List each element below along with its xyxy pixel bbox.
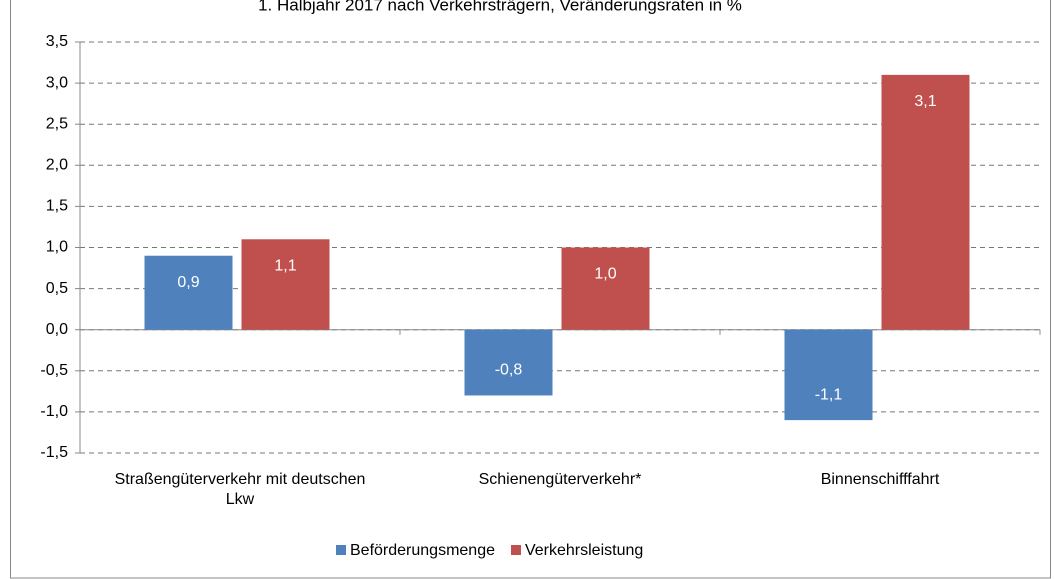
y-tick-label: -1,0 [40,403,68,420]
legend-label: Beförderungsmenge [350,542,495,559]
bar [241,239,330,330]
data-label: 0,9 [177,274,199,291]
bar [464,329,553,396]
bar [144,255,233,330]
data-label: -1,1 [815,386,843,403]
y-tick-label: 1,5 [46,198,68,215]
legend-label: Verkehrsleistung [525,542,643,559]
y-tick-label: 3,0 [46,74,68,91]
chart-title: 1. Halbjahr 2017 nach Verkehrsträgern, V… [258,0,742,14]
y-tick-label: -0,5 [40,362,68,379]
x-tick-label: Straßengüterverkehr mit deutschen Lkw [114,471,366,508]
bar [784,329,873,421]
y-tick-label: -1,5 [40,444,68,461]
y-tick-label: 2,0 [46,157,68,174]
legend-swatch [336,545,346,555]
data-label: 1,1 [274,257,296,274]
x-tick-label: Binnenschifffahrt [820,471,940,488]
x-tick-label: Schienengüterverkehr* [478,471,642,488]
y-tick-label: 2,5 [46,115,68,132]
data-label: 1,0 [594,266,616,283]
data-label: -0,8 [495,362,523,379]
y-tick-label: 3,5 [46,33,68,50]
y-tick-label: 1,0 [46,239,68,256]
y-tick-label: 0,5 [46,280,68,297]
bar [881,74,970,330]
chart-border [10,0,1051,579]
y-tick-label: 0,0 [46,321,68,338]
data-label: 3,1 [914,93,936,110]
bar [561,247,650,330]
legend-swatch [510,545,521,555]
